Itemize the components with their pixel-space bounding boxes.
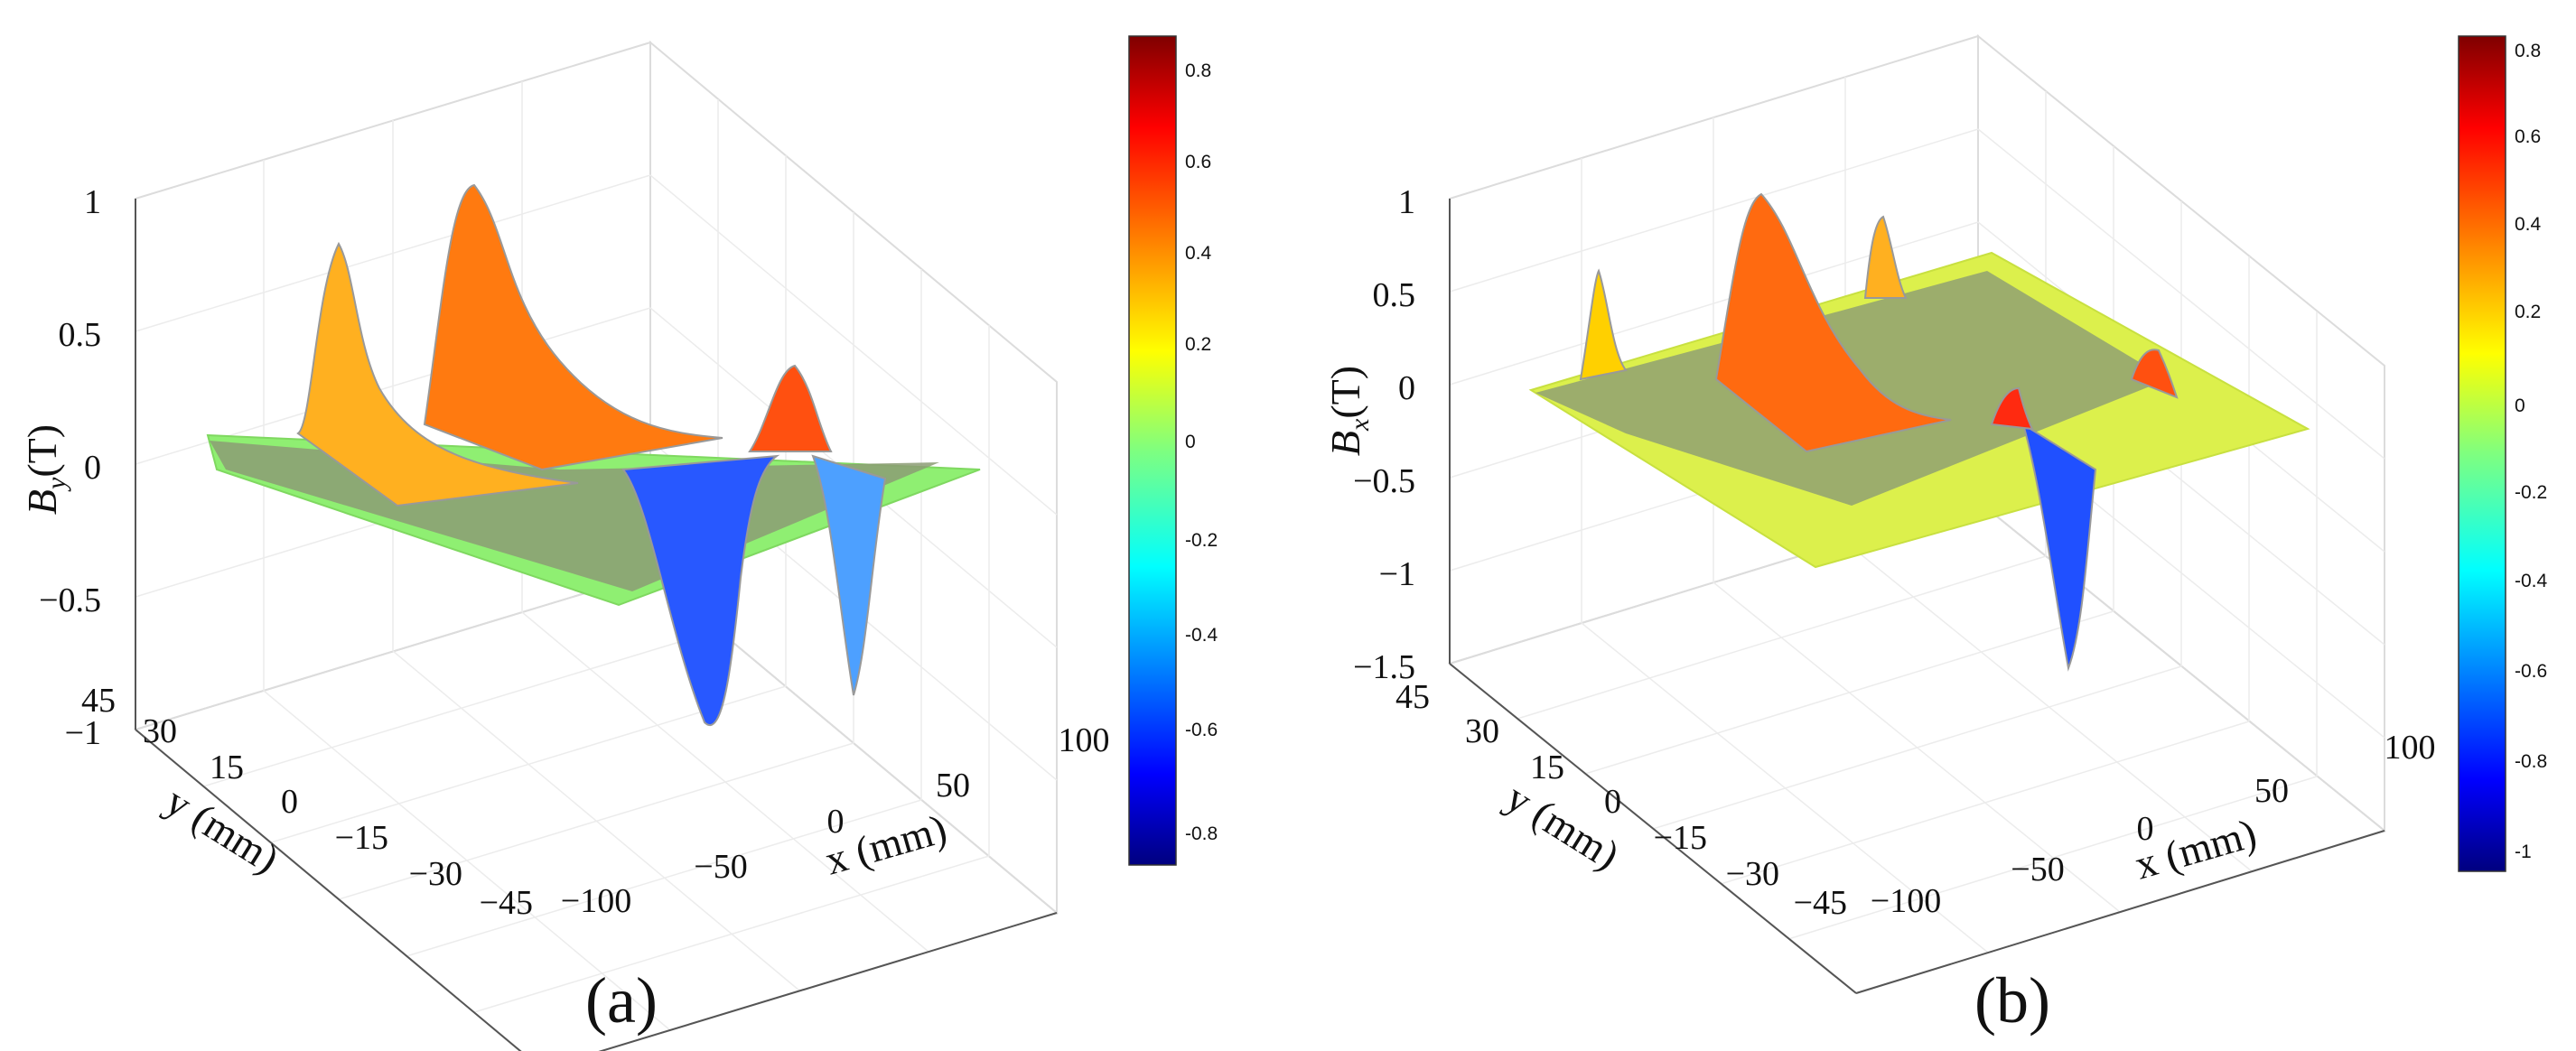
panel-b-peak-5 — [2130, 349, 2179, 399]
panel-b-colorbar-gradient — [2458, 35, 2506, 872]
panel-a-z-tick: 0 — [84, 449, 101, 487]
panel-b-surface — [1528, 192, 2310, 672]
panel-b-z-label: Bx(T) — [1322, 366, 1375, 456]
panel-b-colorbar-tick: -0.4 — [2515, 571, 2548, 591]
panel-a-z-ticks: 1 0.5 0 −0.5 −1 — [39, 183, 101, 752]
panel-a-peak-2 — [423, 183, 723, 471]
panel-b-colorbar-tick: -0.2 — [2515, 482, 2547, 503]
panel-a-colorbar-tick: -0.8 — [1185, 823, 1218, 844]
panel-a-x-tick: −50 — [694, 848, 747, 886]
panel-b-z-ticks: 1 0.5 0 −0.5 −1 −1.5 — [1353, 183, 1415, 686]
panel-a-y-label: y (mm) — [158, 777, 287, 882]
panel-b-x-ticks: −100 −50 0 50 100 — [1871, 729, 2436, 920]
panel-a-y-ticks: 45 30 15 0 −15 −30 −45 — [81, 682, 533, 922]
panel-b-z-tick: −0.5 — [1353, 462, 1415, 500]
panel-b-z-tick: −1.5 — [1353, 648, 1415, 686]
panel-b-label: (b) — [1974, 964, 2050, 1037]
panel-b-y-tick: −30 — [1726, 855, 1779, 893]
panel-a-colorbar-tick: -0.2 — [1185, 530, 1218, 551]
panel-b-y-tick: 0 — [1604, 783, 1621, 821]
panel-b-x-tick: 50 — [2254, 772, 2289, 810]
panel-b-x-tick: −100 — [1871, 882, 1941, 920]
panel-b-y-tick: 30 — [1465, 712, 1499, 750]
panel-b-z-tick: 1 — [1398, 183, 1415, 221]
panel-a-colorbar-tick: 0.2 — [1185, 334, 1211, 355]
panel-b-peak-3 — [1863, 215, 1908, 299]
panel-a-trough-1 — [621, 454, 780, 726]
panel-b-z-tick: 0 — [1398, 369, 1415, 407]
panel-a-colorbar-tick: -0.6 — [1185, 720, 1218, 740]
panel-b-colorbar: 0.8 0.6 0.4 0.2 0 -0.2 -0.4 -0.6 -0.8 -1 — [2458, 35, 2548, 872]
panel-b-colorbar-tick: 0 — [2515, 395, 2525, 416]
panel-a-surface — [206, 183, 981, 726]
panel-a-trough-2 — [811, 454, 887, 696]
panel-b: 1 0.5 0 −0.5 −1 −1.5 45 30 15 0 −15 −30 … — [1322, 33, 2548, 1037]
panel-a-z-label: By(T) — [19, 424, 71, 515]
panel-b-x-tick: 100 — [2385, 729, 2436, 767]
panel-b-colorbar-tick: 0.8 — [2515, 41, 2541, 61]
panel-a-peak-1 — [296, 241, 579, 507]
panel-a-colorbar-tick: 0.8 — [1185, 60, 1211, 81]
panel-a-z-tick: −0.5 — [39, 581, 101, 619]
panel-a-x-tick: 100 — [1059, 721, 1110, 759]
panel-b-y-tick: 45 — [1395, 678, 1430, 716]
panel-b-colorbar-tick: 0.2 — [2515, 302, 2541, 322]
panel-b-colorbar-tick: -0.6 — [2515, 661, 2547, 682]
panel-a-colorbar-gradient — [1128, 35, 1177, 866]
panel-a-x-tick: 50 — [936, 767, 970, 805]
panel-b-y-tick: 15 — [1530, 749, 1564, 786]
panel-a-y-tick: −15 — [335, 819, 388, 857]
panel-a-peak-3 — [748, 364, 833, 452]
panel-b-z-tick: 0.5 — [1373, 276, 1416, 314]
panel-b-peak-4 — [1990, 386, 2034, 431]
panel-a-x-ticks: −100 −50 0 50 100 — [561, 721, 1110, 920]
panel-a-y-tick: 30 — [143, 712, 177, 750]
panel-a-y-tick: 0 — [281, 783, 298, 821]
panel-b-x-tick: −50 — [2011, 851, 2064, 888]
panel-b-colorbar-tick: 0.6 — [2515, 126, 2541, 147]
panel-b-trough-1 — [2021, 422, 2097, 672]
panel-a-label: (a) — [585, 964, 658, 1037]
panel-a-x-tick: 0 — [827, 803, 845, 841]
panel-a-x-tick: −100 — [561, 882, 631, 920]
panel-a-colorbar-tick: 0 — [1185, 432, 1196, 452]
panel-a-colorbar: 0.8 0.6 0.4 0.2 0 -0.2 -0.4 -0.6 -0.8 — [1128, 35, 1218, 866]
panel-a-y-tick: 45 — [81, 682, 116, 720]
panel-b-colorbar-tick: -1 — [2515, 842, 2532, 862]
panel-b-z-tick: −1 — [1379, 555, 1415, 593]
panel-a: 1 0.5 0 −0.5 −1 45 30 15 0 −15 −30 −45 −… — [19, 35, 1218, 1051]
panel-a-z-tick: 0.5 — [59, 316, 102, 354]
panel-a-z-tick: 1 — [84, 183, 101, 221]
panel-b-x-tick: 0 — [2137, 810, 2154, 848]
panel-b-peak-1 — [1579, 268, 1628, 381]
panel-a-z-tick: −1 — [65, 714, 101, 752]
panel-a-y-tick: 15 — [210, 749, 244, 786]
panel-a-y-tick: −30 — [409, 855, 462, 893]
panel-b-colorbar-tick: 0.4 — [2515, 214, 2542, 235]
panel-b-colorbar-tick: -0.8 — [2515, 751, 2547, 772]
panel-b-y-tick: −45 — [1794, 884, 1847, 922]
panel-a-colorbar-tick: 0.4 — [1185, 243, 1212, 264]
panel-b-peak-2 — [1714, 192, 1952, 453]
panel-a-y-tick: −45 — [480, 884, 533, 922]
panel-a-colorbar-tick: -0.4 — [1185, 625, 1218, 646]
panel-b-y-ticks: 45 30 15 0 −15 −30 −45 — [1395, 678, 1847, 922]
panel-b-y-tick: −15 — [1654, 819, 1707, 857]
panel-a-colorbar-tick: 0.6 — [1185, 152, 1211, 172]
